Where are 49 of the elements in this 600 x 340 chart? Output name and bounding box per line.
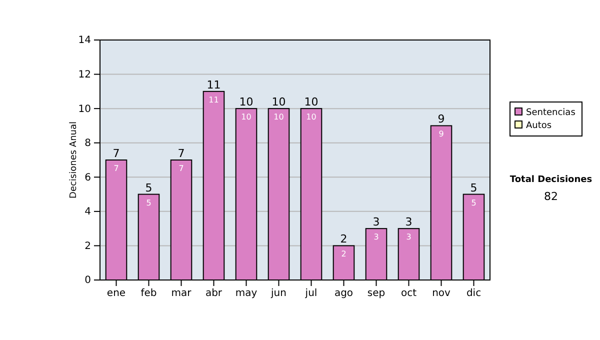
- total-label: 5: [470, 181, 478, 194]
- text: 82: [544, 190, 558, 203]
- y-tick-label: 4: [84, 206, 91, 218]
- total-label: 11: [206, 78, 221, 92]
- y-tick-label: 0: [84, 275, 91, 286]
- legend-label: Sentencias: [526, 108, 576, 118]
- data-label: 5: [471, 198, 476, 208]
- total-label: 3: [372, 216, 380, 229]
- y-tick-label: 10: [78, 104, 91, 115]
- data-label: 10: [274, 112, 284, 122]
- data-label: 3: [374, 232, 379, 242]
- x-tick-label: jul: [304, 288, 318, 300]
- x-tick-label: oct: [400, 288, 417, 300]
- y-tick-label: 6: [84, 172, 91, 184]
- total-label: 5: [145, 181, 152, 194]
- x-tick-label: nov: [432, 288, 451, 300]
- y-tick-label: 2: [84, 240, 91, 252]
- total-label: 10: [239, 96, 254, 109]
- data-label: 9: [438, 130, 444, 139]
- x-tick-label: feb: [140, 288, 157, 300]
- x-tick-label: ene: [106, 288, 126, 300]
- data-label: 5: [146, 198, 152, 208]
- x-tick-label: may: [235, 288, 258, 300]
- x-tick-label: dic: [466, 288, 482, 300]
- legend-label: Autos: [526, 121, 552, 131]
- y-tick-label: 14: [78, 35, 91, 46]
- x-tick-label: sep: [367, 288, 386, 300]
- total-label: 7: [178, 147, 185, 160]
- data-label: 7: [178, 164, 184, 173]
- data-label: 11: [208, 95, 219, 104]
- x-tick-label: ago: [334, 288, 354, 300]
- total-label: 10: [272, 96, 286, 109]
- data-label: 10: [306, 112, 316, 122]
- data-label: 7: [114, 164, 119, 173]
- data-label: 3: [406, 232, 412, 242]
- y-tick-label: 12: [78, 69, 91, 80]
- total-label: 2: [340, 232, 348, 246]
- x-tick-label: mar: [171, 288, 192, 300]
- total-label: 9: [438, 112, 445, 126]
- x-tick-label: jun: [270, 288, 286, 300]
- text: Total Decisiones: [510, 175, 592, 185]
- total-label: 7: [112, 147, 120, 160]
- total-label: 10: [304, 96, 318, 109]
- x-tick-label: abr: [205, 288, 223, 300]
- data-label: 10: [241, 112, 252, 122]
- y-tick-label: 8: [84, 138, 91, 150]
- data-label: 2: [341, 250, 346, 259]
- y-axis-title: Decisiones Anual: [69, 122, 79, 198]
- total-label: 3: [405, 216, 412, 229]
